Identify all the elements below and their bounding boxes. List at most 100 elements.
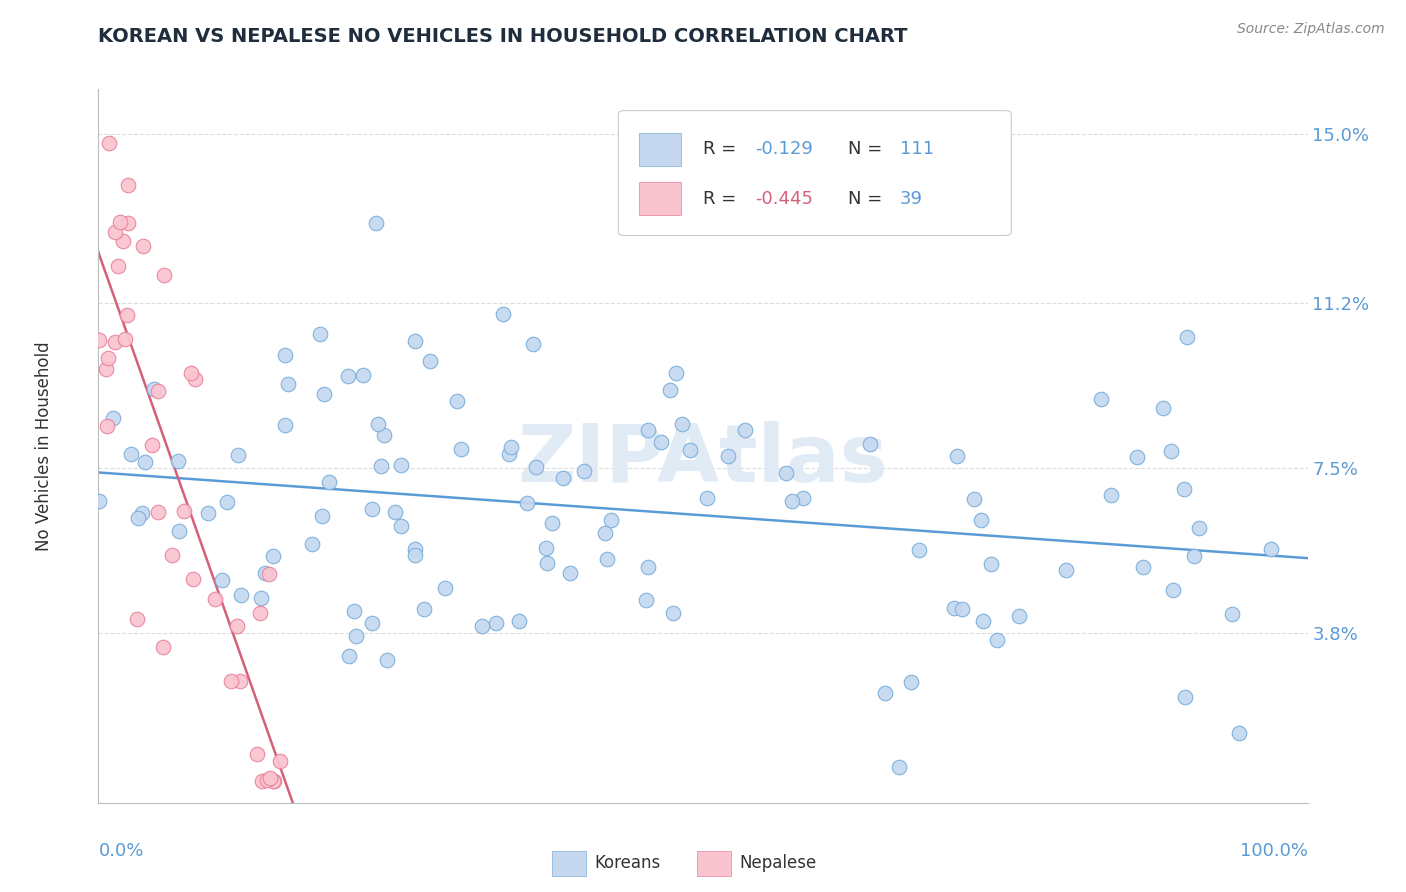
Point <box>404 548 426 562</box>
Bar <box>551 851 586 876</box>
Point <box>536 541 558 555</box>
Point <box>249 606 271 620</box>
Point <box>134 455 156 469</box>
Point <box>1173 483 1195 497</box>
Point <box>471 619 494 633</box>
Point <box>665 366 688 380</box>
Point <box>217 494 239 508</box>
Point <box>970 513 993 527</box>
Text: N =: N = <box>848 190 889 208</box>
Point <box>146 505 169 519</box>
Text: Source: ZipAtlas.com: Source: ZipAtlas.com <box>1237 22 1385 37</box>
Point <box>375 653 398 667</box>
Point <box>277 376 299 391</box>
Point <box>141 438 163 452</box>
Point <box>419 354 441 368</box>
Point <box>114 332 136 346</box>
Point <box>1184 549 1206 564</box>
Point <box>1090 392 1112 406</box>
Point <box>249 591 271 606</box>
Point <box>229 588 252 602</box>
Point <box>146 384 169 398</box>
Point <box>942 601 965 615</box>
Point <box>637 423 659 437</box>
Point <box>143 382 166 396</box>
Point <box>318 475 340 489</box>
Point <box>522 337 544 351</box>
Point <box>1008 609 1031 624</box>
Point <box>103 411 125 425</box>
Point <box>574 464 596 478</box>
Point <box>367 417 389 431</box>
Point <box>1163 583 1185 598</box>
Point <box>900 675 922 690</box>
Point <box>274 417 297 432</box>
Point <box>269 754 291 768</box>
Point <box>211 573 233 587</box>
Point <box>226 448 249 462</box>
Point <box>132 238 155 252</box>
Point <box>262 549 284 564</box>
Point <box>373 428 395 442</box>
Point <box>308 326 330 341</box>
Text: 100.0%: 100.0% <box>1240 842 1308 860</box>
Point <box>167 524 190 539</box>
Bar <box>697 851 731 876</box>
Point <box>908 542 931 557</box>
Point <box>183 372 205 386</box>
Point <box>344 629 367 643</box>
Point <box>1222 607 1244 622</box>
Point <box>636 593 658 607</box>
Point <box>104 226 127 240</box>
Point <box>446 393 468 408</box>
Point <box>361 501 384 516</box>
Point <box>963 491 986 506</box>
Point <box>1152 401 1174 416</box>
Point <box>127 511 149 525</box>
Point <box>96 419 118 434</box>
Point <box>662 606 685 620</box>
Point <box>524 460 547 475</box>
Point <box>696 491 718 506</box>
Bar <box>638 133 682 166</box>
Point <box>658 383 681 397</box>
Text: -0.129: -0.129 <box>755 141 813 159</box>
Point <box>433 581 456 595</box>
Point <box>108 215 131 229</box>
Text: N =: N = <box>848 141 889 159</box>
Point <box>501 440 523 454</box>
Point <box>204 592 226 607</box>
Point <box>775 466 797 480</box>
Point <box>650 434 672 449</box>
Point <box>160 548 183 562</box>
Point <box>197 506 219 520</box>
Point <box>117 308 139 322</box>
Point <box>792 491 814 505</box>
Point <box>1099 487 1122 501</box>
Point <box>180 366 202 380</box>
Text: -0.445: -0.445 <box>755 190 813 208</box>
Point <box>353 368 375 382</box>
Point <box>364 216 387 230</box>
Text: R =: R = <box>703 141 742 159</box>
Point <box>246 747 269 761</box>
Point <box>1125 450 1147 464</box>
Point <box>541 516 564 531</box>
Point <box>873 686 896 700</box>
Point <box>593 526 616 541</box>
Point <box>972 614 994 628</box>
Point <box>637 559 659 574</box>
Point <box>153 268 176 283</box>
Point <box>98 136 121 150</box>
Point <box>413 602 436 616</box>
Point <box>404 334 426 349</box>
Bar <box>638 183 682 216</box>
Point <box>889 760 911 774</box>
Point <box>131 507 153 521</box>
Point <box>1260 541 1282 556</box>
Point <box>384 505 406 519</box>
Point <box>173 503 195 517</box>
Text: No Vehicles in Household: No Vehicles in Household <box>35 341 53 551</box>
Text: Nepalese: Nepalese <box>740 855 817 872</box>
Point <box>262 773 284 788</box>
